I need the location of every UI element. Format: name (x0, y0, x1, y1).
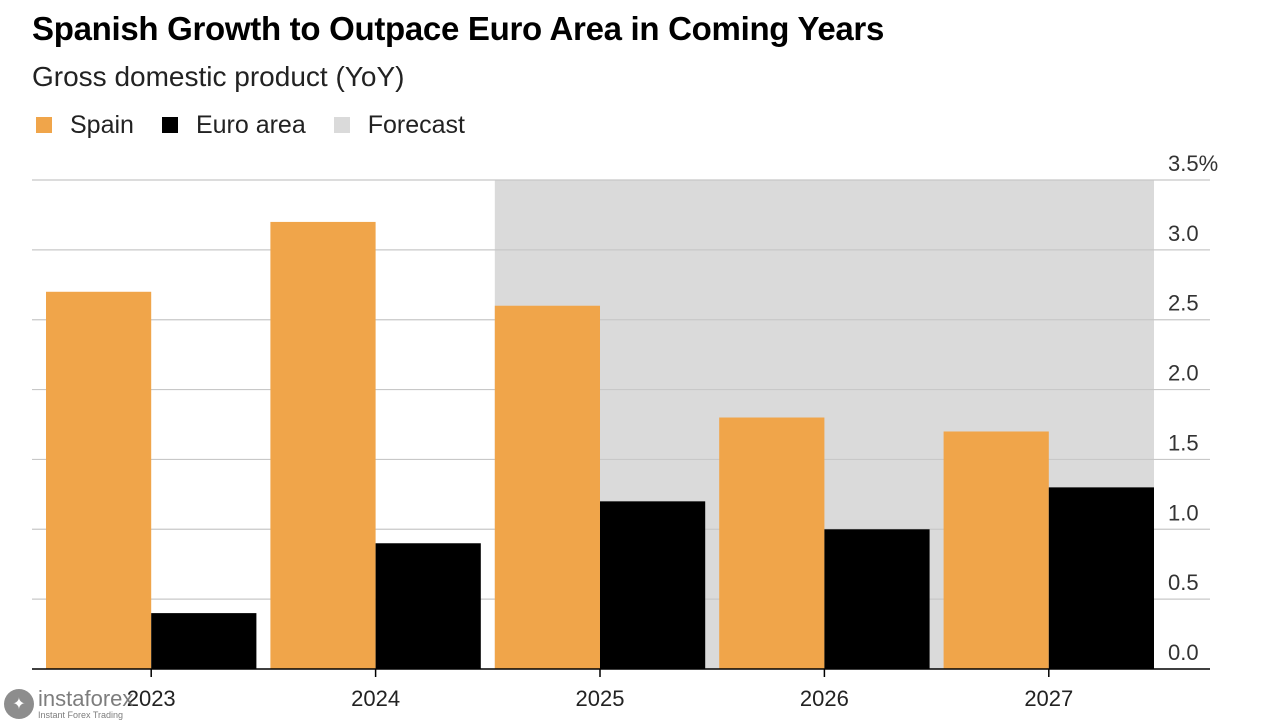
bar-spain-2027 (943, 431, 1049, 669)
y-tick-label: 2.5 (1168, 291, 1199, 316)
bar-spain-2025 (494, 305, 600, 669)
watermark-name: instaforex (38, 686, 134, 711)
legend: Spain Euro area Forecast (36, 110, 493, 140)
legend-item-forecast: Forecast (333, 110, 466, 140)
legend-label-spain: Spain (70, 110, 134, 139)
y-tick-label: 1.5 (1168, 430, 1199, 455)
y-tick-label: 0.0 (1168, 640, 1199, 665)
legend-swatch-euro-area (161, 117, 178, 133)
x-tick-label: 2023 (127, 686, 176, 711)
legend-swatch-forecast (333, 117, 350, 133)
bar-euro-area-2025 (600, 501, 706, 669)
bar-euro-area-2024 (375, 543, 481, 669)
y-tick-label: 1.0 (1168, 500, 1199, 525)
bar-euro-area-2027 (1048, 487, 1154, 669)
instaforex-logo-icon: ✦ (4, 689, 34, 719)
x-tick-label: 2025 (576, 686, 625, 711)
legend-item-spain: Spain (36, 111, 134, 140)
chart-title: Spanish Growth to Outpace Euro Area in C… (32, 10, 885, 47)
instaforex-watermark: ✦ instaforex Instant Forex Trading (4, 687, 154, 721)
legend-swatch-spain (36, 117, 52, 133)
legend-label-euro-area: Euro area (195, 110, 306, 139)
bar-spain-2023 (46, 291, 152, 669)
legend-label-forecast: Forecast (367, 110, 466, 139)
bar-spain-2026 (719, 417, 825, 669)
bar-spain-2024 (270, 221, 376, 669)
x-tick-label: 2026 (800, 686, 849, 711)
y-tick-label: 2.0 (1168, 361, 1199, 386)
legend-item-euro-area: Euro area (161, 110, 306, 140)
y-tick-label: 3.0 (1168, 221, 1199, 246)
x-tick-label: 2024 (351, 686, 400, 711)
x-tick-label: 2027 (1024, 686, 1073, 711)
watermark-tagline: Instant Forex Trading (38, 710, 124, 720)
y-tick-label: 0.5 (1168, 570, 1199, 595)
bar-euro-area-2023 (151, 613, 257, 669)
bar-euro-area-2026 (824, 529, 930, 669)
chart-subtitle: Gross domestic product (YoY) (32, 61, 405, 92)
y-tick-label: 3.5% (1168, 151, 1218, 176)
